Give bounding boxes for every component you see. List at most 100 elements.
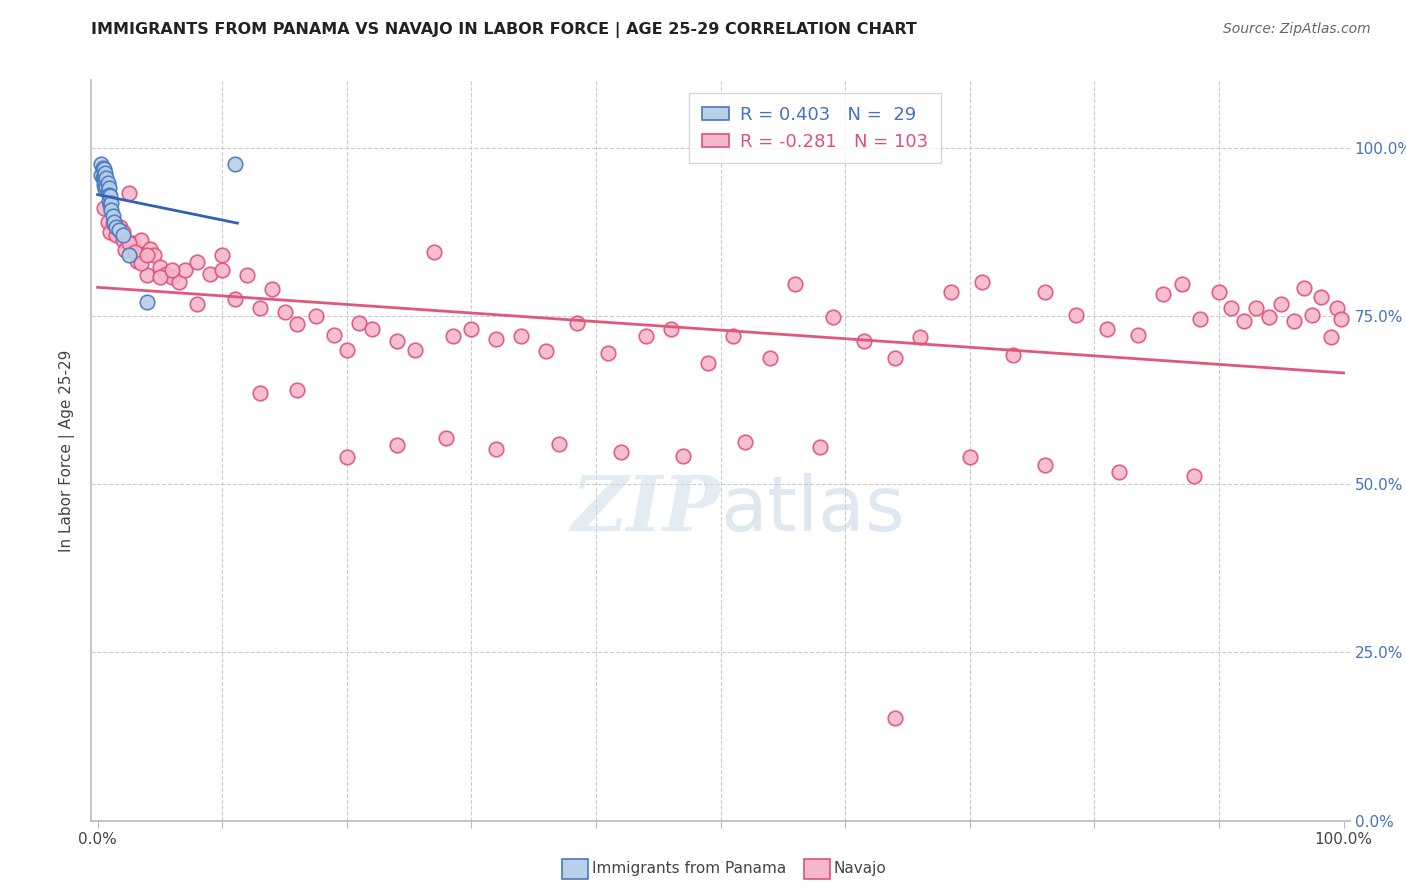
- Point: [90, 157, 112, 171]
- Point: [107, 223, 129, 237]
- Point: [273, 305, 295, 319]
- Point: [249, 386, 271, 401]
- Point: [423, 244, 446, 259]
- Point: [91, 161, 114, 175]
- Point: [211, 263, 233, 277]
- Point: [118, 236, 141, 251]
- Point: [155, 267, 177, 281]
- Point: [149, 269, 172, 284]
- Point: [224, 292, 246, 306]
- Point: [884, 351, 907, 365]
- Point: [759, 351, 782, 365]
- Point: [90, 168, 112, 182]
- Point: [1126, 327, 1149, 342]
- Point: [167, 275, 190, 289]
- Point: [852, 334, 875, 349]
- Point: [162, 263, 184, 277]
- Point: [510, 329, 533, 343]
- Point: [105, 219, 128, 234]
- Point: [734, 435, 756, 450]
- Point: [111, 228, 134, 243]
- Point: [260, 282, 283, 296]
- Point: [93, 169, 115, 183]
- Point: [336, 343, 359, 357]
- Point: [672, 449, 695, 463]
- Text: Navajo: Navajo: [834, 862, 887, 876]
- Point: [1257, 310, 1279, 325]
- Point: [142, 248, 165, 262]
- Point: [1033, 458, 1056, 473]
- Point: [96, 170, 118, 185]
- Point: [1220, 301, 1243, 315]
- Point: [598, 346, 620, 360]
- Text: ZIP: ZIP: [572, 473, 720, 547]
- Point: [118, 186, 141, 201]
- Point: [97, 185, 120, 199]
- Point: [98, 225, 121, 239]
- Point: [101, 216, 124, 230]
- Point: [1320, 330, 1343, 344]
- Point: [173, 263, 195, 277]
- Point: [97, 181, 120, 195]
- Point: [534, 343, 557, 358]
- Point: [249, 301, 271, 315]
- Point: [385, 334, 408, 349]
- Point: [100, 202, 122, 217]
- Point: [108, 219, 131, 234]
- Point: [1033, 285, 1056, 300]
- Point: [485, 442, 508, 456]
- Point: [186, 255, 208, 269]
- Point: [91, 170, 114, 185]
- Point: [285, 383, 308, 397]
- Point: [224, 157, 246, 171]
- Point: [98, 189, 121, 203]
- Point: [105, 228, 128, 243]
- Point: [305, 309, 328, 323]
- Y-axis label: In Labor Force | Age 25-29: In Labor Force | Age 25-29: [59, 350, 76, 551]
- Point: [136, 248, 159, 262]
- Point: [129, 234, 152, 248]
- Point: [285, 317, 308, 331]
- Point: [1108, 465, 1130, 479]
- Point: [360, 322, 382, 336]
- Point: [436, 431, 458, 445]
- Point: [97, 194, 120, 209]
- Point: [98, 198, 121, 212]
- Point: [236, 268, 259, 283]
- Point: [972, 275, 994, 289]
- Point: [136, 295, 159, 310]
- Point: [97, 187, 120, 202]
- Text: Immigrants from Panama: Immigrants from Panama: [592, 862, 786, 876]
- Point: [129, 256, 152, 270]
- Point: [1170, 277, 1192, 291]
- Point: [1301, 308, 1323, 322]
- Point: [908, 330, 931, 344]
- Point: [1330, 312, 1353, 326]
- Point: [821, 310, 844, 325]
- Point: [884, 711, 907, 725]
- Point: [485, 333, 508, 347]
- Point: [139, 242, 162, 256]
- Point: [101, 209, 124, 223]
- Legend: R = 0.403   N =  29, R = -0.281   N = 103: R = 0.403 N = 29, R = -0.281 N = 103: [689, 93, 941, 163]
- Point: [97, 214, 120, 228]
- Point: [111, 234, 134, 248]
- Point: [136, 268, 159, 283]
- Point: [124, 243, 146, 257]
- Point: [94, 174, 117, 188]
- Point: [1182, 469, 1205, 483]
- Point: [118, 248, 141, 262]
- Point: [336, 450, 359, 465]
- Point: [385, 438, 408, 452]
- Point: [186, 297, 208, 311]
- Point: [211, 248, 233, 262]
- Point: [97, 176, 120, 190]
- Point: [1282, 314, 1305, 328]
- Point: [404, 343, 426, 357]
- Point: [547, 436, 569, 450]
- Point: [460, 322, 482, 336]
- Text: atlas: atlas: [720, 473, 905, 547]
- Point: [149, 260, 172, 275]
- Point: [96, 179, 118, 194]
- Point: [1189, 312, 1212, 326]
